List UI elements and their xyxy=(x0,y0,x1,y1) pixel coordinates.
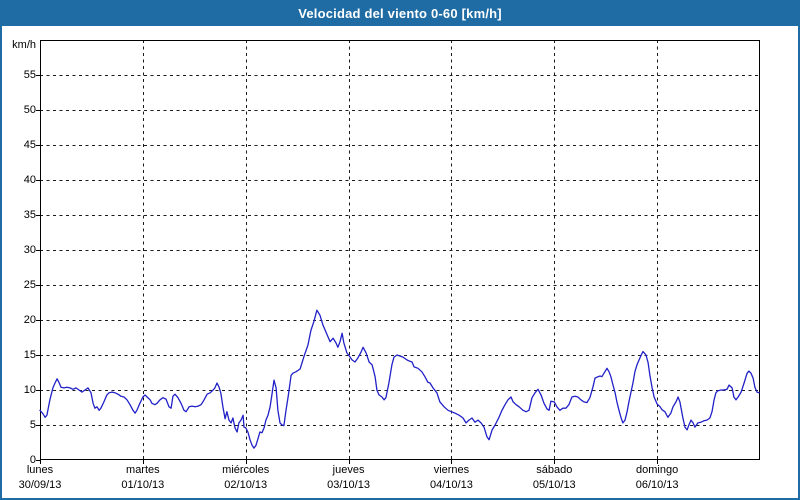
day-date: 06/10/13 xyxy=(635,479,679,491)
x-axis-day-label: jueves 03/10/13 xyxy=(294,463,404,493)
day-name: viernes xyxy=(433,464,470,476)
y-axis-tick-label: 35 xyxy=(23,209,36,221)
y-axis-tick-label: 45 xyxy=(23,139,36,151)
day-name: domingo xyxy=(636,464,679,476)
x-axis-day-label: martes 01/10/13 xyxy=(88,463,198,493)
y-axis-tick-label: 40 xyxy=(23,174,36,186)
plot-frame xyxy=(40,40,760,460)
day-name: jueves xyxy=(332,464,365,476)
day-name: miércoles xyxy=(222,464,270,476)
window-title: Velocidad del viento 0-60 [km/h] xyxy=(298,6,502,21)
wind-speed-line xyxy=(39,309,760,449)
day-date: 03/10/13 xyxy=(327,479,370,491)
day-name: sábado xyxy=(536,464,573,476)
y-axis-tick-label: 10 xyxy=(23,384,36,396)
day-date: 05/10/13 xyxy=(532,479,576,491)
y-axis-tick-label: 30 xyxy=(23,244,36,256)
wind-speed-chart xyxy=(36,40,760,464)
x-axis-day-label: lunes 30/09/13 xyxy=(2,463,95,493)
y-axis-tick-label: 20 xyxy=(23,314,36,326)
y-axis-unit-label: km/h xyxy=(12,39,36,51)
y-axis-tick-label: 25 xyxy=(23,279,36,291)
day-date: 02/10/13 xyxy=(224,479,268,491)
x-axis-day-label: domingo 06/10/13 xyxy=(602,463,712,493)
titlebar: Velocidad del viento 0-60 [km/h] xyxy=(2,2,798,26)
y-axis-tick-label: 50 xyxy=(23,104,36,116)
y-axis-tick-label: 55 xyxy=(23,69,36,81)
day-name: martes xyxy=(126,464,160,476)
day-date: 30/09/13 xyxy=(18,479,62,491)
x-axis-day-label: miércoles 02/10/13 xyxy=(191,463,301,493)
y-axis-tick-label: 0 xyxy=(29,454,36,466)
day-date: 04/10/13 xyxy=(430,479,473,491)
day-name: lunes xyxy=(26,464,54,476)
x-axis-day-label: sábado 05/10/13 xyxy=(499,463,609,493)
day-date: 01/10/13 xyxy=(121,479,165,491)
y-axis-tick-label: 15 xyxy=(23,349,36,361)
x-axis-day-label: viernes 04/10/13 xyxy=(396,463,506,493)
y-axis-tick-label: 5 xyxy=(29,419,36,431)
